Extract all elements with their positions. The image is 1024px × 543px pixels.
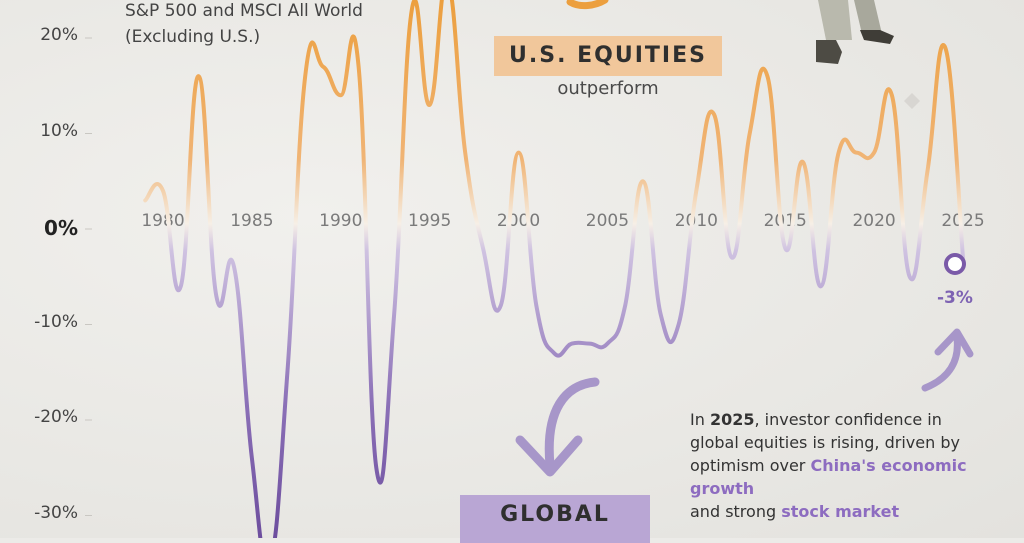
callout-part: , investor confidence in global equities… (690, 410, 960, 475)
x-tick-label: 2005 (585, 211, 630, 231)
arrow-down-head-icon (515, 435, 583, 477)
y-tick-label: 20% (40, 25, 78, 45)
end-value-label: -3% (937, 288, 973, 308)
callout-part: and strong (690, 502, 782, 521)
us-equities-sublabel: outperform (557, 78, 659, 99)
x-tick-label: 1980 (141, 211, 185, 231)
callout-year: 2025 (709, 410, 755, 429)
arrow-down-icon (544, 377, 600, 470)
x-tick-label: 2025 (941, 211, 985, 231)
x-tick-label: 2020 (852, 211, 896, 231)
series-line (143, 0, 965, 538)
y-tick-label: -20% (34, 407, 78, 427)
y-tick-label: -30% (34, 502, 78, 523)
callout-highlight: China's economic growth (690, 456, 967, 498)
arrow-up-icon (921, 334, 961, 392)
arrow-top-icon (566, 0, 609, 10)
global-badge: GLOBAL (460, 495, 650, 543)
endpoint-marker (944, 253, 966, 275)
x-tick-label: 2010 (674, 211, 718, 231)
us-equities-badge: U.S. EQUITIES (494, 36, 722, 76)
y-tick-label: 0% (44, 216, 78, 240)
chart-subtitle: S&P 500 and MSCI All World (Excluding U.… (125, 1, 363, 47)
callout-part: In (690, 410, 710, 429)
x-tick-label: 1990 (319, 211, 363, 231)
y-tick-label: 10% (40, 120, 78, 141)
callout-text: In 2025, investor confidence in global e… (690, 408, 990, 523)
x-tick-label: 1985 (230, 211, 274, 231)
y-tick-label: -10% (34, 311, 78, 332)
x-tick-label: 2015 (763, 211, 807, 231)
arrow-up-head-icon (934, 328, 974, 358)
callout-highlight: stock market (781, 502, 900, 521)
diamond-icon (904, 93, 920, 109)
x-tick-label: 1995 (408, 211, 452, 231)
person-illustration (808, 0, 898, 66)
